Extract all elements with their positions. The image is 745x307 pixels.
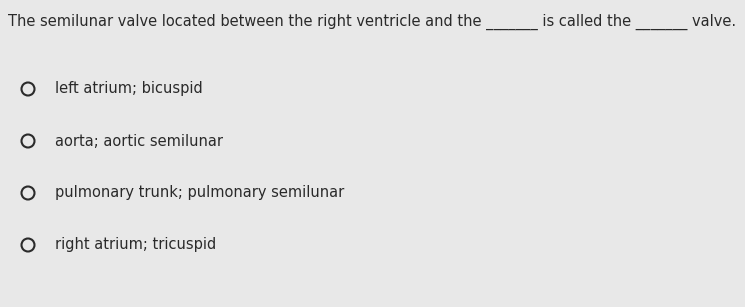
Text: right atrium; tricuspid: right atrium; tricuspid	[55, 238, 216, 252]
Text: aorta; aortic semilunar: aorta; aortic semilunar	[55, 134, 223, 149]
Text: The semilunar valve located between the right ventricle and the _______ is calle: The semilunar valve located between the …	[8, 14, 736, 30]
Text: left atrium; bicuspid: left atrium; bicuspid	[55, 81, 203, 96]
Text: pulmonary trunk; pulmonary semilunar: pulmonary trunk; pulmonary semilunar	[55, 185, 344, 200]
